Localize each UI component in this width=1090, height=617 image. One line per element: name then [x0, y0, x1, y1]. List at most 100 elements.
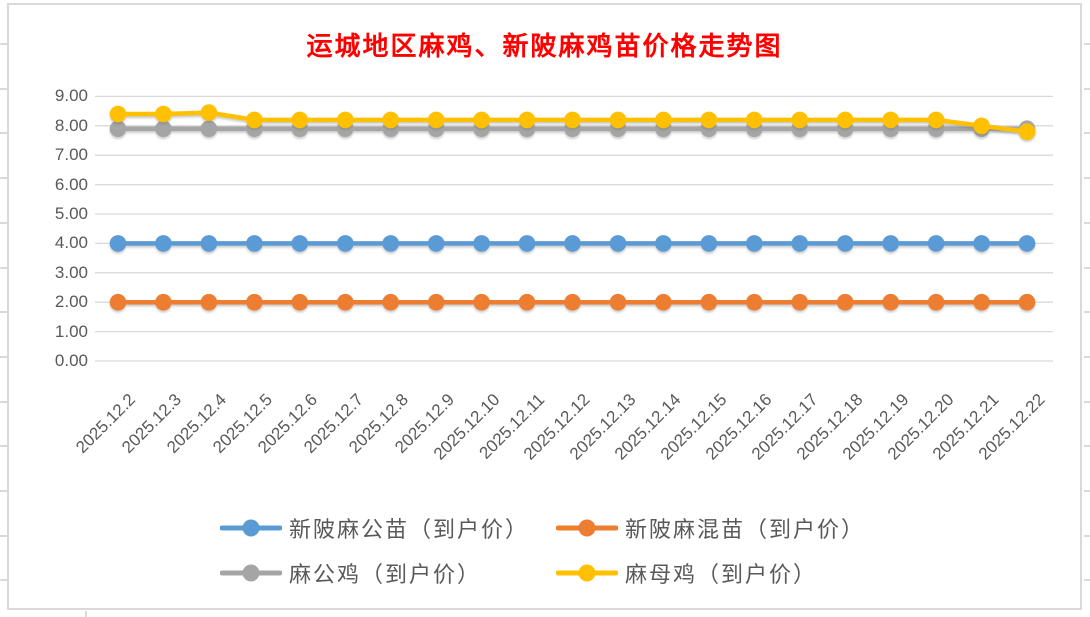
legend-item: 麻母鸡（到户价）	[556, 559, 817, 587]
data-point-marker	[109, 120, 127, 137]
data-point-marker	[155, 293, 172, 311]
y-tick-label: 3.00	[54, 262, 88, 282]
legend-label: 麻公鸡（到户价）	[289, 562, 482, 587]
data-point-marker	[518, 293, 536, 311]
data-point-marker	[973, 235, 990, 252]
legend-marker-icon	[220, 519, 282, 537]
data-point-marker	[382, 235, 400, 252]
chart-title: 运城地区麻鸡、新陂麻鸡苗价格走势图	[306, 32, 783, 61]
data-point-marker	[655, 235, 672, 252]
data-point-marker	[518, 111, 536, 129]
data-point-marker	[927, 235, 945, 252]
data-point-marker	[609, 111, 627, 129]
data-point-marker	[746, 111, 763, 129]
data-point-marker	[564, 235, 581, 252]
sheet-gridline	[1084, 222, 1090, 224]
data-point-marker	[791, 293, 809, 311]
y-tick-label: 0.00	[54, 351, 88, 370]
data-point-marker	[109, 105, 127, 123]
y-tick-label: 6.00	[54, 174, 88, 194]
sheet-gridline	[0, 43, 7, 45]
series-0	[109, 235, 1036, 252]
data-point-marker	[655, 111, 672, 129]
sheet-gridline	[0, 177, 7, 179]
data-point-marker	[564, 111, 581, 129]
data-point-marker	[700, 235, 718, 252]
data-point-marker	[109, 235, 127, 252]
series-1	[109, 293, 1036, 311]
data-point-marker	[836, 235, 854, 252]
y-tick-label: 8.00	[54, 115, 88, 135]
data-point-marker	[155, 235, 172, 252]
sheet-gridline	[1084, 132, 1090, 134]
y-tick-label: 2.00	[54, 292, 88, 312]
data-point-marker	[473, 111, 490, 129]
legend-marker-icon	[556, 519, 618, 537]
sheet-gridline	[85, 611, 87, 617]
sheet-gridline	[1084, 579, 1090, 581]
sheet-gridline	[1084, 401, 1090, 403]
data-point-marker	[200, 104, 218, 121]
data-point-marker	[155, 120, 172, 137]
sheet-gridline	[0, 222, 7, 224]
sheet-gridline	[0, 311, 7, 313]
data-point-marker	[655, 293, 672, 311]
sheet-gridline	[1084, 267, 1090, 269]
data-point-marker	[200, 120, 218, 137]
data-point-marker	[973, 117, 990, 135]
data-point-marker	[882, 235, 899, 252]
series-3	[109, 104, 1036, 140]
sheet-gridline	[0, 401, 7, 403]
data-point-marker	[291, 111, 309, 129]
data-point-marker	[382, 111, 400, 129]
sheet-gridline	[0, 535, 7, 537]
sheet-gridline	[0, 445, 7, 447]
legend-marker-icon	[220, 564, 282, 582]
sheet-gridline	[0, 132, 7, 134]
data-point-marker	[609, 235, 627, 252]
data-point-marker	[746, 293, 763, 311]
data-point-marker	[473, 235, 490, 252]
legend-marker-icon	[556, 564, 618, 582]
data-point-marker	[927, 293, 945, 311]
legend-item: 新陂麻混苗（到户价）	[556, 514, 865, 542]
data-point-marker	[246, 293, 263, 311]
data-point-marker	[791, 235, 809, 252]
data-point-marker	[791, 111, 809, 129]
sheet-gridline	[1084, 43, 1090, 45]
data-point-marker	[337, 293, 354, 311]
data-point-marker	[1018, 123, 1036, 140]
data-point-marker	[473, 293, 490, 311]
data-point-marker	[200, 235, 218, 252]
data-point-marker	[337, 111, 354, 129]
sheet-gridline	[1084, 490, 1090, 492]
y-tick-label: 9.00	[54, 86, 88, 106]
sheet-gridline	[1084, 356, 1090, 358]
legend-label: 麻母鸡（到户价）	[625, 562, 818, 587]
y-tick-label: 1.00	[54, 321, 88, 341]
data-point-marker	[518, 235, 536, 252]
sheet-gridline	[0, 88, 7, 90]
data-point-marker	[200, 293, 218, 311]
legend-label: 新陂麻混苗（到户价）	[625, 517, 866, 542]
data-point-marker	[973, 293, 990, 311]
data-point-marker	[882, 111, 899, 129]
y-tick-label: 7.00	[54, 145, 88, 165]
data-point-marker	[246, 235, 263, 252]
sheet-gridline	[0, 579, 7, 581]
legend-dot-icon	[578, 564, 596, 582]
y-tick-label: 4.00	[54, 233, 88, 253]
chart-frame	[7, 3, 1082, 610]
legend-dot-icon	[242, 519, 260, 537]
data-point-marker	[836, 293, 854, 311]
legend-label: 新陂麻公苗（到户价）	[289, 517, 530, 542]
data-point-marker	[291, 235, 309, 252]
data-point-marker	[109, 293, 127, 311]
legend-dot-icon	[578, 519, 596, 537]
legend-item: 麻公鸡（到户价）	[220, 559, 481, 587]
sheet-gridline	[1084, 88, 1090, 90]
sheet-gridline	[1084, 445, 1090, 447]
data-point-marker	[836, 111, 854, 129]
data-point-marker	[291, 293, 309, 311]
